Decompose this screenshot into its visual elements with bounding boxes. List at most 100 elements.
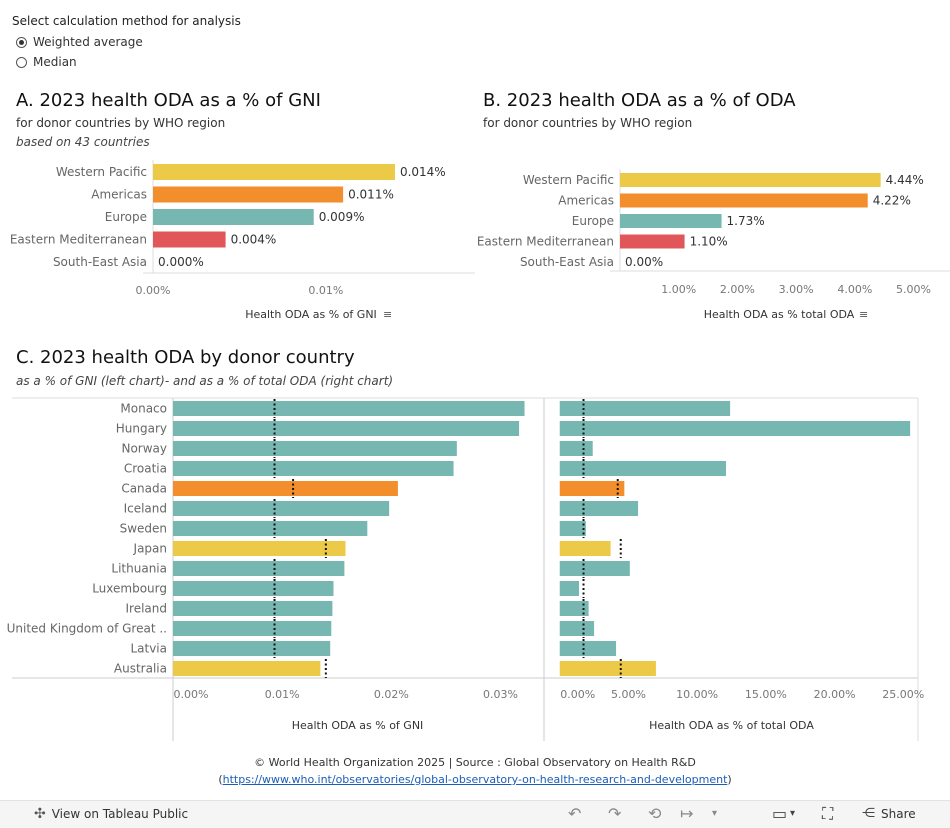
x-tick-label: 20.00% bbox=[814, 688, 856, 701]
footer-source-link[interactable]: https://www.who.int/observatories/global… bbox=[222, 773, 728, 786]
x-tick-label: 10.00% bbox=[676, 688, 718, 701]
x-tick-label: 1.00% bbox=[661, 283, 696, 296]
country-label-iceland: Iceland bbox=[124, 502, 167, 516]
comment-dropdown-icon[interactable]: ▾ bbox=[790, 808, 796, 819]
bar-croatia-c-left bbox=[173, 461, 454, 476]
undo-icon[interactable]: ↶ bbox=[568, 804, 582, 823]
bar-eastern-mediterranean bbox=[153, 231, 226, 248]
view-on-tableau-label: View on Tableau Public bbox=[51, 807, 189, 821]
category-label-europe: Europe bbox=[105, 210, 147, 224]
category-label-eastern-mediterranean: Eastern Mediterranean bbox=[10, 233, 147, 247]
category-label-americas: Americas bbox=[91, 188, 147, 202]
radio-selected-icon[interactable] bbox=[16, 36, 27, 48]
panel-a-subtitle: for donor countries by WHO region bbox=[16, 116, 226, 130]
category-label-europe: Europe bbox=[572, 214, 614, 228]
forward-icon[interactable]: ↦ bbox=[680, 804, 694, 823]
data-label-eastern-mediterranean: 1.10% bbox=[690, 235, 728, 249]
x-tick-label: 25.00% bbox=[882, 688, 924, 701]
x-axis-title: Health ODA as % total ODA bbox=[704, 308, 855, 321]
share-label: Share bbox=[881, 806, 916, 821]
bar-luxembourg-c-right bbox=[559, 581, 579, 596]
x-axis-title: Health ODA as % of total ODA bbox=[649, 719, 814, 732]
bar-ireland-c-right bbox=[559, 601, 589, 616]
footer-open-paren: ( bbox=[218, 773, 223, 786]
chart-a-gni-by-region[interactable]: Western Pacific 0.014% Americas 0.011% Europ… bbox=[0, 155, 475, 330]
bar-western-pacific bbox=[153, 164, 395, 180]
footer-close-paren: ) bbox=[727, 773, 732, 786]
footer-source-link-line: (https://www.who.int/observatories/globa… bbox=[0, 773, 950, 786]
bar-japan-c-right bbox=[559, 541, 611, 556]
data-label-western-pacific: 0.014% bbox=[400, 165, 446, 179]
comment-icon[interactable]: ▭ bbox=[772, 804, 788, 823]
x-tick-label: 3.00% bbox=[779, 283, 814, 296]
x-tick-label: 0.00% bbox=[174, 688, 209, 701]
chart-b-oda-by-region[interactable]: Western Pacific 4.44% Americas 4.22% Europe 1… bbox=[475, 165, 950, 330]
bar-lithuania-c-left bbox=[173, 561, 345, 576]
bar-monaco-c-right bbox=[559, 401, 731, 416]
category-label-americas: Americas bbox=[558, 194, 614, 208]
bar-japan-c-left bbox=[173, 541, 346, 556]
bar-monaco-c-left bbox=[173, 401, 525, 416]
x-tick-label: 5.00% bbox=[896, 283, 931, 296]
bar-americas bbox=[620, 193, 868, 208]
x-tick-label: 2.00% bbox=[720, 283, 755, 296]
country-label-luxembourg: Luxembourg bbox=[92, 582, 167, 596]
tableau-logo-icon: ✣ bbox=[34, 806, 46, 822]
bar-europe bbox=[153, 209, 314, 225]
x-tick-label: 0.03% bbox=[483, 688, 518, 701]
panel-a-note: based on 43 countries bbox=[16, 135, 150, 149]
panel-b-subtitle: for donor countries by WHO region bbox=[483, 116, 693, 130]
bar-canada-c-right bbox=[559, 481, 625, 496]
x-tick-label: 0.00% bbox=[136, 284, 171, 297]
bar-norway-c-right bbox=[559, 441, 593, 456]
x-axis-title: Health ODA as % of GNI bbox=[292, 719, 424, 732]
radio-weighted-average[interactable]: Weighted average bbox=[16, 35, 143, 49]
sort-icon: ≡ bbox=[859, 308, 868, 321]
redo-icon[interactable]: ↷ bbox=[608, 804, 622, 823]
revert-icon[interactable]: ⟲ bbox=[648, 804, 662, 823]
x-tick-label: 0.02% bbox=[374, 688, 409, 701]
x-tick-label: 0.00% bbox=[560, 688, 595, 701]
radio-median[interactable]: Median bbox=[16, 55, 77, 69]
bar-iceland-c-right bbox=[559, 501, 639, 516]
x-tick-label: 4.00% bbox=[837, 283, 872, 296]
category-label-south-east-asia: South-East Asia bbox=[53, 255, 147, 269]
panel-b-title: B. 2023 health ODA as a % of ODA bbox=[483, 90, 796, 111]
bar-united-kingdom-of-great-c-right bbox=[559, 621, 595, 636]
country-label-latvia: Latvia bbox=[130, 642, 167, 656]
bar-latvia-c-right bbox=[559, 641, 617, 656]
footer-credit: © World Health Organization 2025 | Sourc… bbox=[254, 756, 696, 769]
bar-iceland-c-left bbox=[173, 501, 390, 516]
method-select-label: Select calculation method for analysis bbox=[12, 14, 241, 28]
data-label-americas: 0.011% bbox=[348, 188, 394, 202]
bar-western-pacific bbox=[620, 173, 881, 187]
category-label-eastern-mediterranean: Eastern Mediterranean bbox=[477, 235, 614, 249]
fullscreen-icon[interactable]: ⛶ bbox=[822, 804, 834, 823]
bar-norway-c-left bbox=[173, 441, 457, 456]
view-on-tableau-button[interactable]: ✣ View on Tableau Public bbox=[34, 806, 188, 822]
country-label-norway: Norway bbox=[121, 442, 167, 456]
radio-unselected-icon[interactable] bbox=[16, 56, 27, 68]
chart-c-by-donor-country[interactable]: Monaco Hungary Norway Croatia Canada Iceland S… bbox=[0, 395, 950, 745]
bar-latvia-c-left bbox=[173, 641, 331, 656]
data-label-south-east-asia: 0.000% bbox=[158, 255, 204, 269]
share-button[interactable]: ⋲ Share bbox=[862, 806, 916, 821]
country-label-ireland: Ireland bbox=[125, 602, 167, 616]
tableau-toolbar: ✣ View on Tableau Public ↶ ↷ ⟲ ↦ ▾ ▭ ▾ ⛶… bbox=[0, 800, 950, 828]
bar-united-kingdom-of-great-c-left bbox=[173, 621, 332, 636]
bar-australia-c-right bbox=[559, 661, 656, 676]
country-label-lithuania: Lithuania bbox=[111, 562, 167, 576]
data-label-south-east-asia: 0.00% bbox=[625, 255, 663, 269]
category-label-western-pacific: Western Pacific bbox=[56, 165, 147, 179]
data-label-western-pacific: 4.44% bbox=[886, 173, 924, 187]
bar-luxembourg-c-left bbox=[173, 581, 334, 596]
country-label-united-kingdom-of-great: United Kingdom of Great .. bbox=[7, 622, 167, 636]
x-tick-label: 0.01% bbox=[265, 688, 300, 701]
bar-lithuania-c-right bbox=[559, 561, 630, 576]
pause-dropdown-icon[interactable]: ▾ bbox=[712, 808, 718, 819]
bar-ireland-c-left bbox=[173, 601, 333, 616]
data-label-europe: 1.73% bbox=[727, 214, 765, 228]
bar-canada-c-left bbox=[173, 481, 398, 496]
panel-c-subtitle: as a % of GNI (left chart)- and as a % o… bbox=[16, 374, 394, 388]
bar-croatia-c-right bbox=[559, 461, 727, 476]
